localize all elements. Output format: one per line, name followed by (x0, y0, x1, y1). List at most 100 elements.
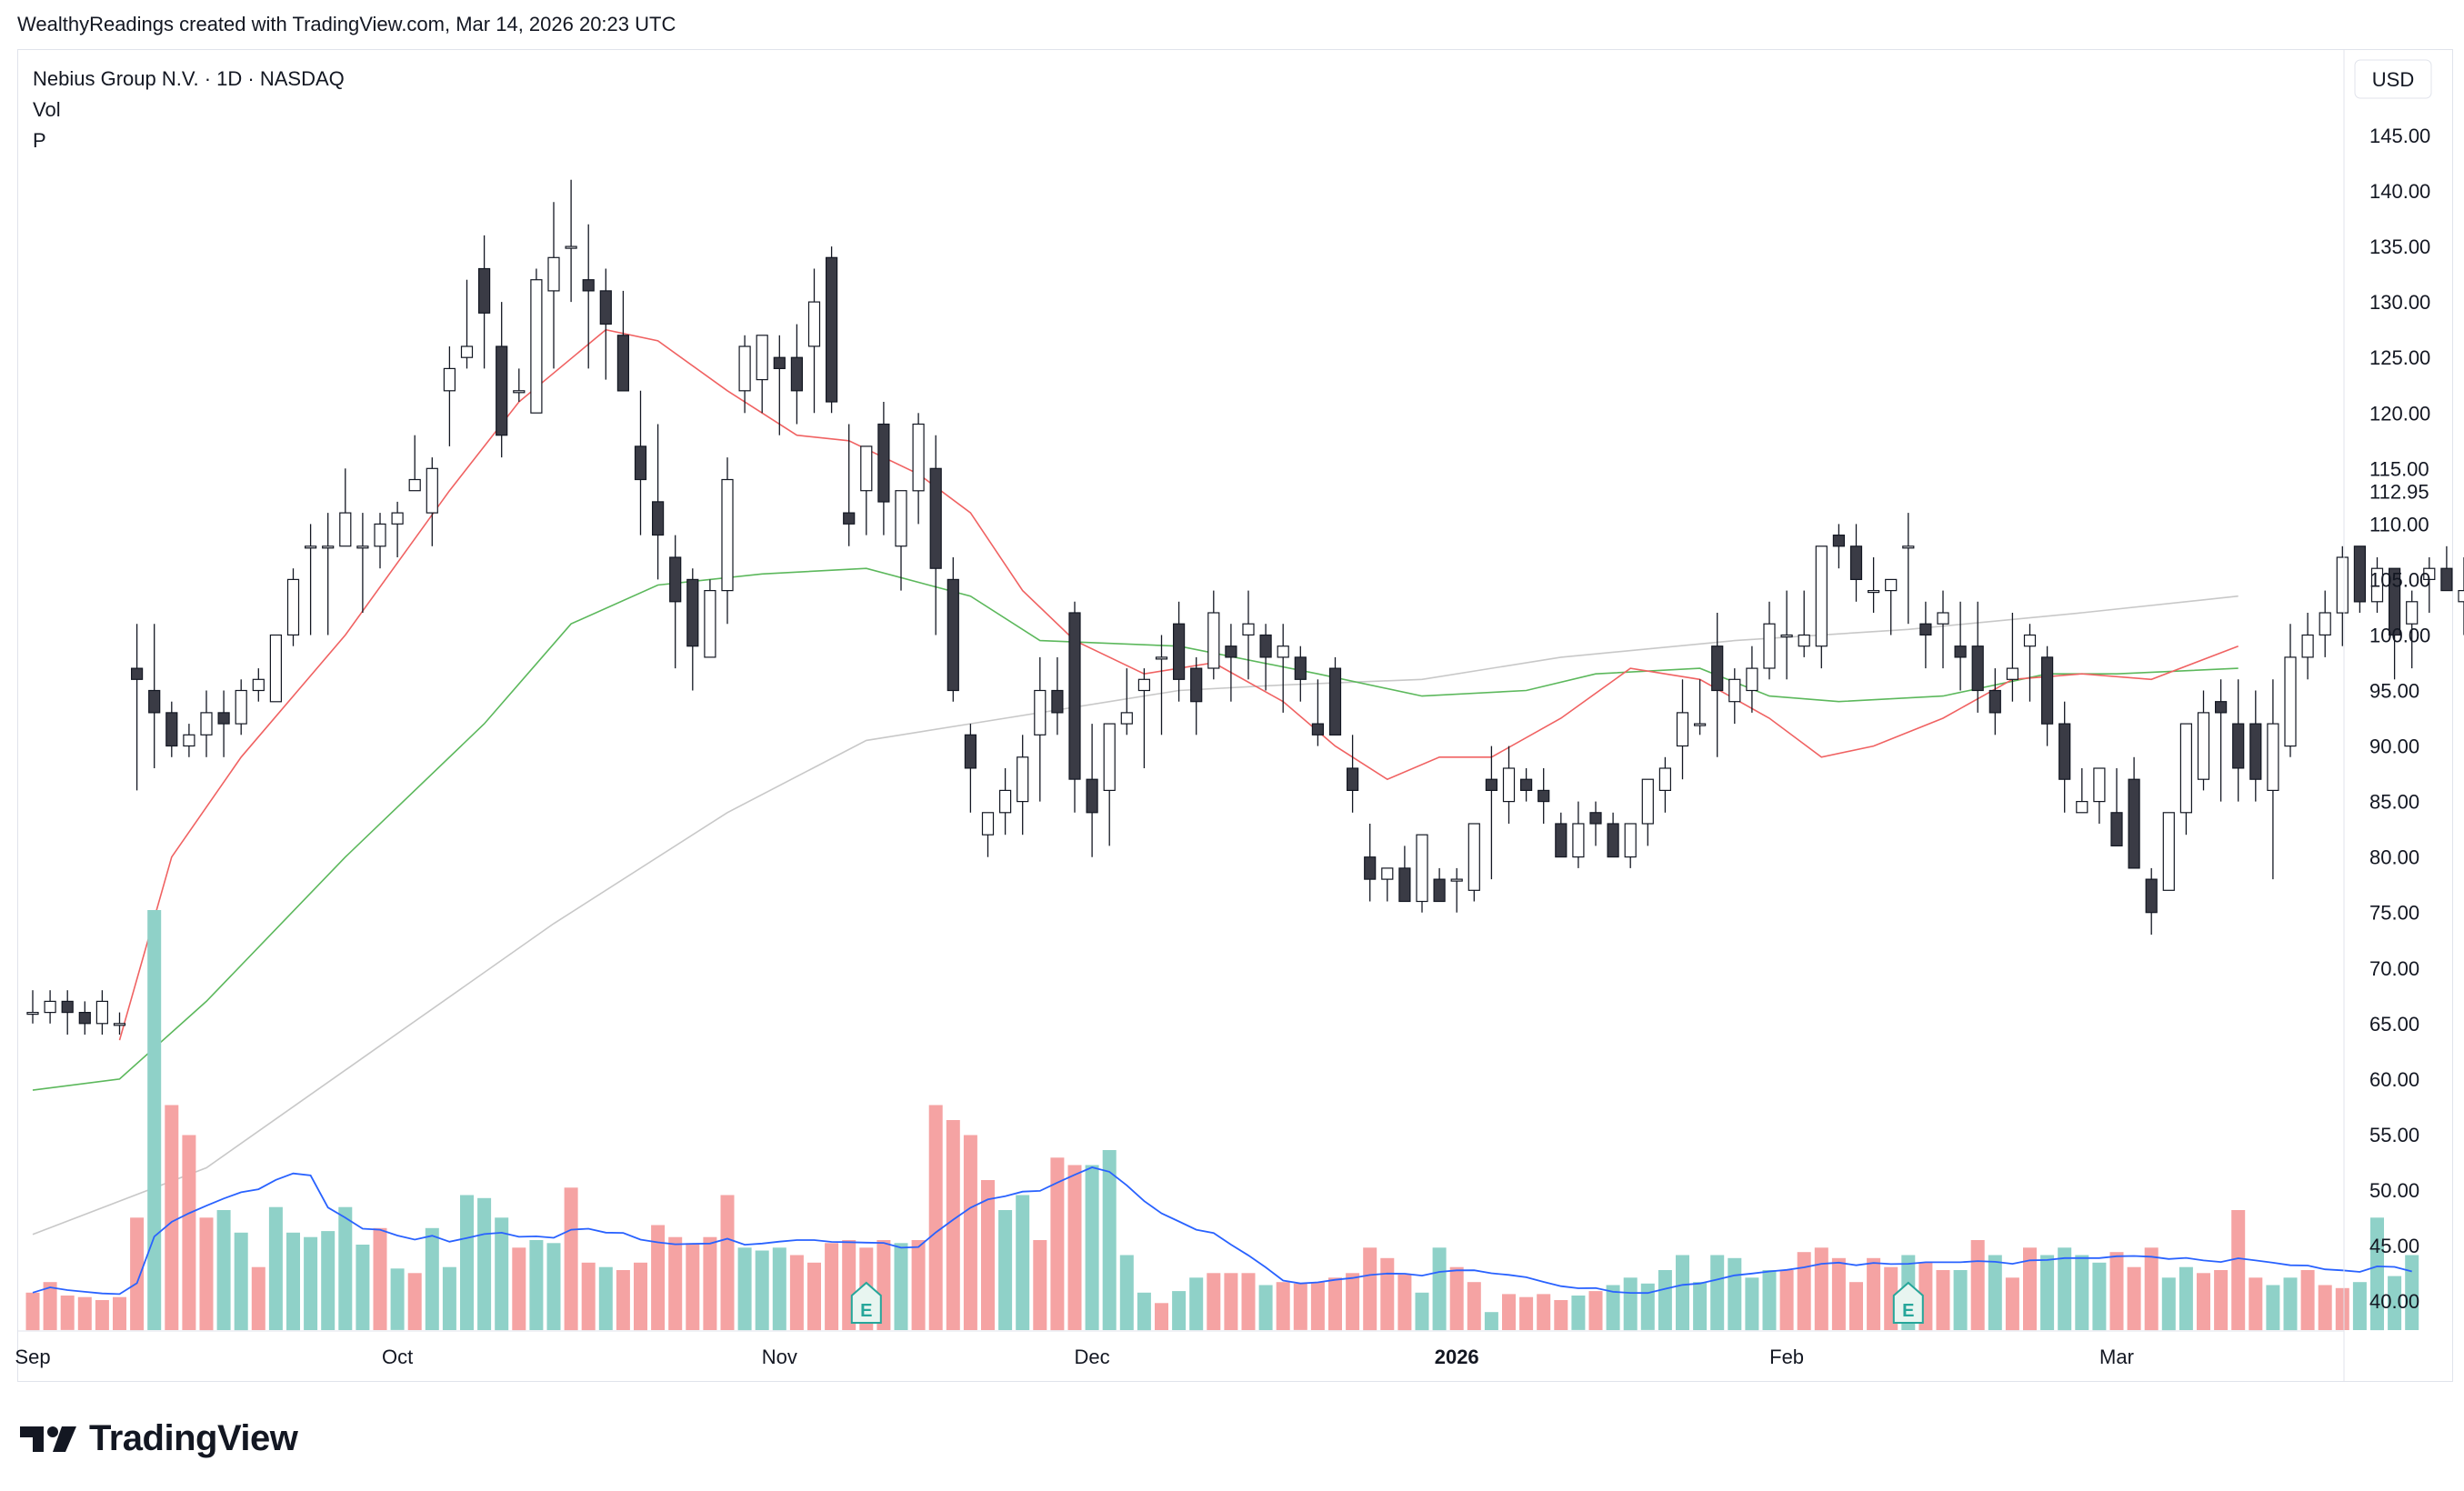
price-axis[interactable]: 145.00 140.00 135.00 130.00 125.00 120.00 115.… (2369, 125, 2430, 1313)
candle (565, 179, 577, 303)
candle-body (1259, 634, 1272, 658)
volume-bar (1155, 1303, 1168, 1330)
volume-bar (477, 1197, 492, 1330)
candle-body (1624, 823, 1637, 858)
last-price-text: 112.95 (2369, 480, 2429, 503)
volume-bar (1970, 1240, 1985, 1330)
volume-bar (2214, 1270, 2229, 1330)
candle (721, 457, 734, 625)
legend-volume[interactable]: Vol (33, 98, 61, 121)
candle-body (2284, 656, 2297, 747)
y-tick-label: 80.00 (2369, 846, 2419, 869)
candle-body (807, 301, 821, 347)
candle (2423, 557, 2436, 613)
candle-body (1971, 645, 1984, 692)
candle (1607, 812, 1619, 858)
candle (426, 457, 438, 546)
candle (1242, 590, 1255, 680)
candle (61, 990, 74, 1035)
candle-body (704, 589, 716, 658)
candle (1207, 590, 1220, 680)
y-tick-label: 45.00 (2369, 1235, 2419, 1257)
candle-body (1207, 612, 1220, 669)
candle-body (2232, 723, 2245, 769)
candle-body (1537, 789, 1550, 803)
volume-bar (321, 1231, 336, 1330)
candle-body (1763, 623, 1776, 669)
candle-body (981, 812, 995, 836)
volume-bar (130, 1217, 145, 1331)
candle (356, 513, 369, 613)
candle (1537, 768, 1550, 824)
tradingview-logo[interactable]: TradingView (18, 1418, 298, 1459)
candle (1225, 624, 1237, 702)
candle-body (1832, 534, 1846, 547)
candle-body (1467, 823, 1480, 891)
volume-bar (825, 1243, 839, 1330)
candle (286, 568, 300, 646)
volume-bar (407, 1273, 422, 1330)
candle-body (2215, 701, 2228, 714)
candle-body (2440, 567, 2453, 592)
candle-body (1137, 678, 1151, 692)
candle-body (269, 634, 282, 703)
volume-bar (737, 1247, 752, 1331)
candle (1467, 823, 1480, 902)
candle-body (374, 523, 386, 547)
candle (26, 990, 39, 1024)
volume-bar (216, 1210, 231, 1330)
candle (998, 768, 1012, 836)
candle-body (1641, 778, 1654, 825)
candle-body (2370, 567, 2384, 603)
candle-body (2162, 812, 2175, 891)
volume-bar (2318, 1285, 2332, 1330)
chart-frame[interactable] (17, 49, 2453, 1382)
volume-bar (1606, 1285, 1620, 1330)
candle-body (1381, 867, 1394, 880)
volume-bar (2352, 1282, 2367, 1330)
y-tick-label: 55.00 (2369, 1124, 2419, 1146)
candle-body (183, 734, 195, 747)
currency-label[interactable]: USD (2354, 59, 2432, 99)
volume-bar (1797, 1252, 1811, 1330)
candle (2458, 557, 2464, 635)
legend-symbol[interactable]: Nebius Group N.V. · 1D · NASDAQ (33, 67, 345, 90)
candle-body (1017, 756, 1029, 803)
candle (2319, 590, 2331, 657)
legend-p[interactable]: P (33, 129, 46, 152)
candle (2006, 613, 2018, 702)
candle-body (1294, 656, 1307, 680)
candle (807, 268, 821, 414)
volume-bar (616, 1270, 630, 1330)
y-tick-label: 70.00 (2369, 957, 2419, 980)
volume-bar (2023, 1247, 2037, 1331)
candle-body (2197, 712, 2210, 780)
x-tick-label: Mar (2099, 1346, 2134, 1368)
volume-bar (894, 1243, 908, 1330)
volume-bar (2231, 1210, 2246, 1330)
candle (460, 279, 474, 369)
volume-bar (1936, 1270, 1950, 1330)
y-tick-label: 125.00 (2369, 346, 2430, 369)
x-tick-label: Feb (1769, 1346, 1804, 1368)
candle-body (895, 490, 907, 547)
volume-bar (2092, 1262, 2107, 1331)
time-axis[interactable]: Sep Oct Nov Dec 2026 Feb Mar (15, 1346, 2134, 1368)
candle-body (1919, 623, 1932, 636)
candle-body (148, 689, 161, 714)
chart-legend[interactable]: Nebius Group N.V. · 1D · NASDAQ Vol P (33, 64, 345, 156)
volume-bar (529, 1240, 544, 1330)
candle-body (686, 578, 699, 647)
candle-body (322, 545, 335, 549)
candle-body (1051, 689, 1064, 714)
candle (1416, 834, 1428, 913)
candle-body (877, 423, 890, 503)
candle (252, 668, 265, 702)
volume-bar (1640, 1283, 1655, 1330)
candle-body (1433, 878, 1446, 903)
volume-bar (1676, 1255, 1689, 1330)
volume-bar (1849, 1282, 1863, 1330)
candle (374, 513, 386, 569)
y-tick-label: 120.00 (2369, 402, 2430, 425)
